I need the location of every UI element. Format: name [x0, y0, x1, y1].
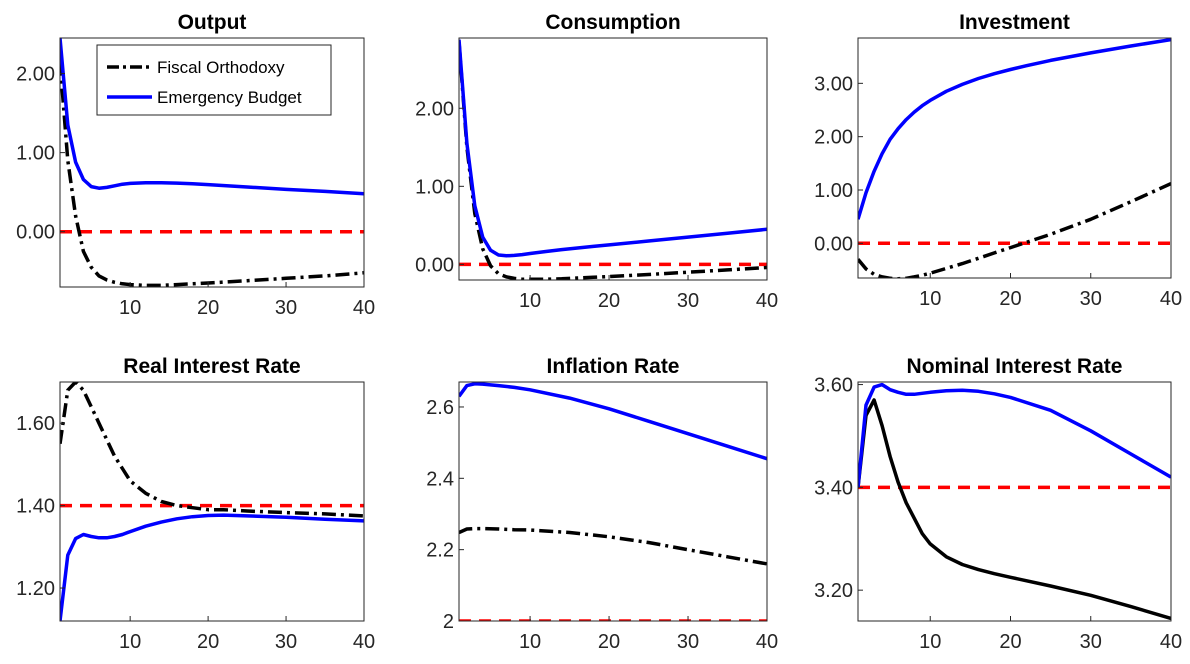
y-tick-label: 0.00 — [814, 233, 853, 255]
panel-title: Investment — [959, 11, 1070, 34]
series-fiscal-orthodoxy — [459, 526, 767, 566]
panel-title: Real Interest Rate — [123, 355, 300, 378]
panel-4: Inflation Rate 10 20 30 40 2 2.2 2.4 2.6 — [426, 355, 778, 653]
y-tick-label: 2.2 — [426, 540, 454, 562]
panel-title: Inflation Rate — [546, 355, 679, 378]
series-emergency-budget — [60, 513, 364, 621]
axes-box — [458, 37, 768, 281]
panel-title: Output — [178, 11, 247, 34]
series-emergency-budget — [60, 38, 364, 196]
y-tick-label: 1.40 — [16, 496, 55, 518]
panel-title: Consumption — [545, 11, 680, 34]
y-tick-label: 3.20 — [814, 580, 853, 602]
axes-box — [857, 37, 1172, 279]
x-tick-label: 40 — [756, 631, 778, 653]
y-tick-label: 3.40 — [814, 477, 853, 499]
panel-title: Nominal Interest Rate — [907, 355, 1123, 378]
legend: Fiscal Orthodoxy Emergency Budget — [96, 44, 332, 116]
y-tick-label: 1.00 — [814, 180, 853, 202]
x-tick-label: 40 — [353, 631, 375, 653]
panel-5: Nominal Interest Rate 10 20 30 40 3.20 3.40 3.6… — [814, 355, 1182, 653]
y-tick-label: 1.00 — [415, 176, 454, 198]
legend-label: Emergency Budget — [157, 88, 302, 107]
x-tick-label: 30 — [1080, 631, 1102, 653]
x-tick-label: 30 — [275, 631, 297, 653]
axes-box — [857, 381, 1172, 622]
x-tick-label: 20 — [197, 297, 219, 319]
legend-box — [96, 44, 332, 116]
y-tick-label: 2.00 — [814, 127, 853, 149]
series-fiscal-orthodoxy — [858, 398, 1171, 621]
y-tick-label: 2.6 — [426, 397, 454, 419]
x-tick-label: 10 — [519, 631, 541, 653]
x-tick-label: 30 — [1080, 288, 1102, 310]
axes-box — [59, 381, 365, 622]
y-tick-label: 3.60 — [814, 375, 853, 397]
series-fiscal-orthodoxy — [858, 182, 1171, 278]
x-tick-label: 10 — [919, 631, 941, 653]
series-emergency-budget — [858, 38, 1171, 220]
y-tick-label: 0.00 — [415, 254, 454, 276]
x-tick-label: 20 — [999, 288, 1021, 310]
x-tick-label: 30 — [677, 290, 699, 312]
x-tick-label: 40 — [1160, 631, 1182, 653]
y-tick-label: 1.00 — [16, 143, 55, 165]
y-tick-label: 2.00 — [415, 98, 454, 120]
series-emergency-budget — [459, 39, 767, 258]
y-tick-label: 1.60 — [16, 413, 55, 435]
y-tick-label: 2.00 — [16, 64, 55, 86]
x-tick-label: 20 — [197, 631, 219, 653]
y-tick-label: 3.00 — [814, 73, 853, 95]
axes-box — [59, 37, 365, 288]
x-tick-label: 10 — [119, 631, 141, 653]
x-tick-label: 30 — [275, 297, 297, 319]
legend-label: Fiscal Orthodoxy — [157, 58, 285, 77]
x-tick-label: 40 — [353, 297, 375, 319]
x-tick-label: 10 — [119, 297, 141, 319]
series-emergency-budget — [459, 382, 767, 461]
panel-1: Consumption 10 20 30 40 0.00 1.00 2.00 — [415, 11, 778, 312]
x-tick-label: 40 — [1160, 288, 1182, 310]
x-tick-label: 20 — [598, 290, 620, 312]
y-tick-label: 2 — [443, 611, 454, 633]
x-tick-label: 20 — [598, 631, 620, 653]
x-tick-label: 10 — [519, 290, 541, 312]
panel-0: Output 10 20 30 40 0.00 1.00 2.00 — [16, 11, 375, 319]
x-tick-label: 30 — [677, 631, 699, 653]
x-tick-label: 20 — [999, 631, 1021, 653]
panel-2: Investment 10 20 30 40 0.00 1.00 2.00 3.00 — [814, 11, 1182, 310]
y-tick-label: 2.4 — [426, 468, 454, 490]
y-tick-label: 1.20 — [16, 578, 55, 600]
series-fiscal-orthodoxy — [60, 382, 364, 518]
x-tick-label: 40 — [756, 290, 778, 312]
x-tick-label: 10 — [919, 288, 941, 310]
panel-3: Real Interest Rate 10 20 30 40 1.20 1.40 1.60 — [16, 355, 375, 653]
series-emergency-budget — [858, 382, 1171, 488]
y-tick-label: 0.00 — [16, 222, 55, 244]
axes-box — [458, 381, 768, 622]
